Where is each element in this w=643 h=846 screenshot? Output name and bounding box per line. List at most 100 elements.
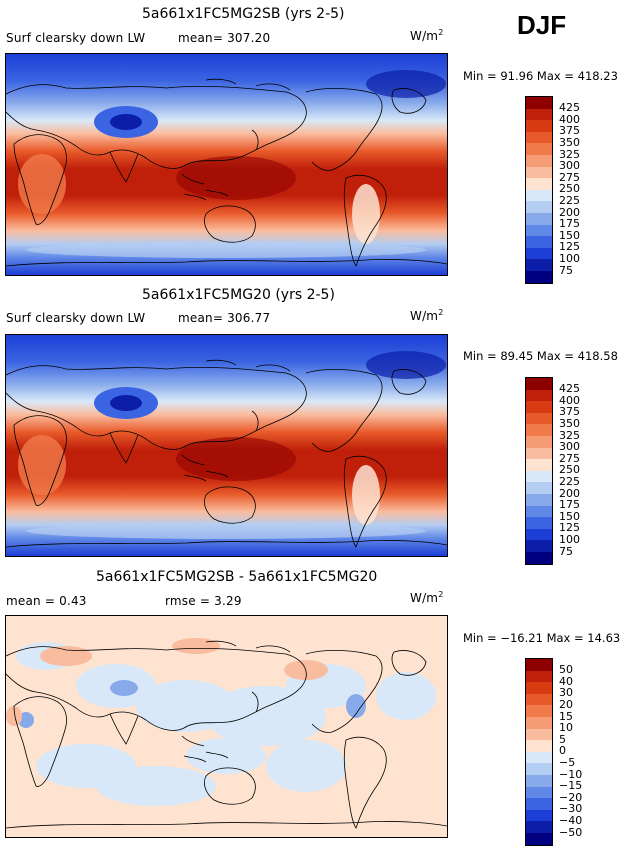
coastline-path [251,691,259,713]
colorbar-block [526,447,552,460]
colorbar-tick-label: 200 [559,486,580,500]
coastline-path [205,359,291,372]
colorbar-tick-label: 50 [559,663,573,677]
colorbar-block [526,143,552,155]
colorbar-tick-label: 350 [559,135,580,149]
colorbar-block [526,435,552,448]
map-svg [6,54,447,275]
colorbar-tick-label: 100 [559,532,580,546]
map-diff [5,615,448,838]
colorbar-tick-label: 225 [559,193,580,207]
colorbar-tick-label: 425 [559,382,580,396]
colorbar-block [526,97,552,109]
colorbar-block [526,528,552,541]
colorbar-block [526,236,552,248]
panel-top-units: W/m2 [410,28,444,43]
colorbar-tick-label: 125 [559,240,580,254]
colorbar-block [526,670,552,683]
coastlines [6,640,447,829]
colorbar-tick-label: −30 [559,802,583,816]
colorbar-tick-label: −15 [559,779,583,793]
coastline-path [6,646,307,731]
colorbar-block [526,740,552,752]
coastlines [6,78,447,267]
colorbar-tick-label: 400 [559,112,580,126]
colorbar-block [526,798,552,810]
coastline-path [251,129,259,151]
colorbar-block [526,832,552,845]
colorbar-tick-label: 100 [559,251,580,265]
tibet-core-blob [110,395,142,411]
colorbar-diff [525,658,553,846]
colorbar-tick-label: 15 [559,709,573,723]
colorbar-block [526,716,552,729]
colorbar-tick-label: 0 [559,744,566,758]
colorbar-block [526,551,552,564]
colorbar-tick-label: 225 [559,474,580,488]
colorbar-block [526,728,552,741]
colorbar-tick-label: 175 [559,498,580,512]
colorbar-block [526,693,552,706]
colorbar-tick-label: −40 [559,813,583,827]
coastline-path [109,713,139,745]
colorbar-block [526,131,552,144]
colorbar-tick-label: 5 [559,732,566,746]
colorbar-block [526,401,552,413]
colorbar-block [526,224,552,237]
coastline-path [205,78,291,91]
colorbar-block [526,659,552,671]
coastline-path [204,767,256,805]
coastline-path [343,174,387,267]
colorbar-tick-label: 175 [559,217,580,231]
colorbar-block [526,482,552,494]
colorbar-block [526,178,552,190]
colorbar-tick-label: 40 [559,674,573,688]
map-mid [5,334,448,557]
coastline-path [6,365,307,450]
coastline-path [305,87,383,171]
panel-diff-mean: mean = 0.43 [6,594,87,608]
panel-mid-units: W/m2 [410,308,444,323]
colorbar-tick-label: 300 [559,159,580,173]
colorbar-block [526,774,552,787]
colorbar-block [526,212,552,225]
coastline-path [181,173,229,201]
coastlines [6,359,447,548]
coastline-path [251,410,259,432]
panel-diff-minmax: Min = −16.21 Max = 14.63 [463,631,621,645]
coastline-path [6,259,447,267]
andes-blob [352,465,380,525]
colorbar-block [526,189,552,202]
negative-anomaly-blob [206,686,326,746]
colorbar-block [526,247,552,260]
coastline-path [204,205,256,243]
coastline-path [204,486,256,524]
strong-negative-blob [346,694,366,718]
panel-top-title: 5a661x1FC5MG2SB (yrs 2-5) [142,6,345,22]
colorbar-tick-label: 150 [559,228,580,242]
colorbar-tick-label: −50 [559,825,583,839]
coastline-path [13,134,67,225]
colorbar-tick-label: 275 [559,170,580,184]
colorbar-tick-label: 30 [559,686,573,700]
colorbar-tick-label: 425 [559,101,580,115]
panel-top-minmax: Min = 91.96 Max = 418.23 [463,69,618,83]
colorbar-tick-label: −20 [559,790,583,804]
colorbar-block [526,389,552,402]
colorbar-tick-label: 350 [559,416,580,430]
colorbar-mid [525,377,553,565]
colorbar-tick-label: 375 [559,124,580,138]
colorbar-tick-label: 325 [559,147,580,161]
coastline-path [109,432,139,464]
colorbar-block [526,120,552,132]
colorbar-block [526,786,552,799]
colorbar-tick-label: 125 [559,521,580,535]
colorbar-block [526,259,552,271]
colorbar-tick-label: 400 [559,393,580,407]
coastline-path [205,640,291,653]
coastline-path [181,735,229,763]
colorbar-block [526,470,552,483]
positive-anomaly-blob [40,646,92,666]
colorbar-tick-label: 10 [559,721,573,735]
positive-anomaly-blob [6,706,22,726]
